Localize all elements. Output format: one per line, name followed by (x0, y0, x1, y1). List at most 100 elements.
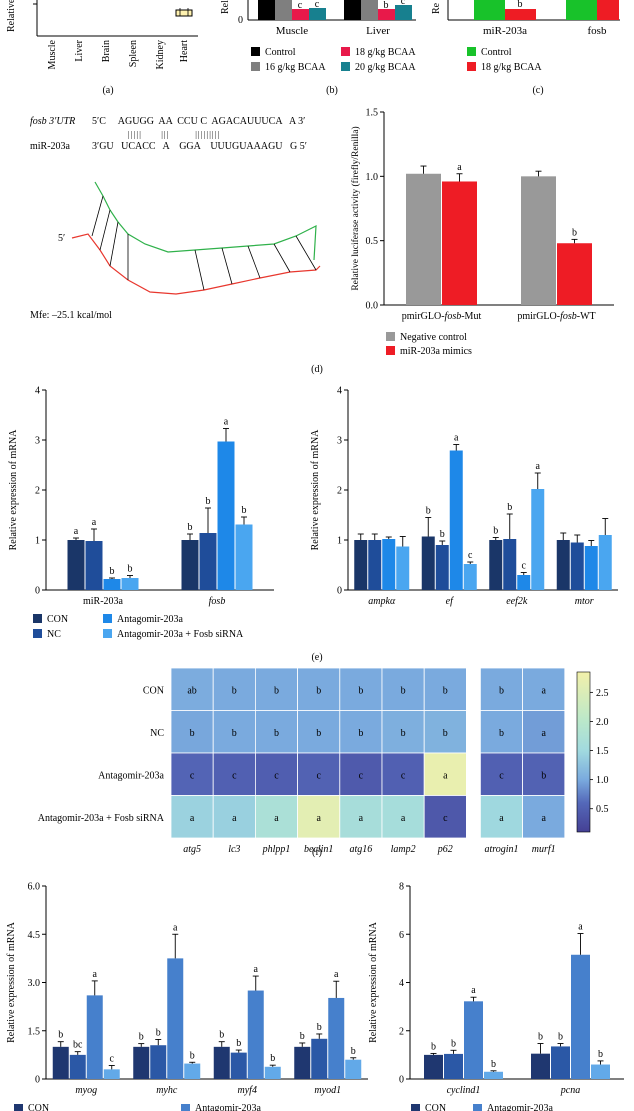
legend-label: 16 g/kg BCAA (265, 62, 326, 73)
y-tick-label: 0 (337, 586, 342, 597)
mir203a-seq: 3′GU UCACC A GGA UUUGUAAAGU G 5′ (92, 141, 307, 152)
y-axis-label: Relative expression of mRNA (368, 921, 379, 1043)
colorbar (576, 671, 591, 833)
bar (103, 1069, 120, 1079)
sig-letter: a (74, 526, 79, 537)
heatmap-cell-letter: b (316, 685, 321, 696)
legend-swatch (33, 629, 42, 638)
fosb-utr-label: fosb 3′UTR (30, 116, 75, 127)
y-tick-label: 4 (35, 386, 40, 397)
bar (258, 0, 275, 20)
legend-label: CON (47, 614, 68, 625)
bar (566, 0, 597, 20)
sig-letter: a (173, 922, 178, 933)
y-tick-label: 4 (399, 978, 404, 989)
bar (395, 5, 412, 20)
heatmap-cell-letter: b (401, 728, 406, 739)
y-axis-label: Relative luciferase activity (firefly/Re… (350, 126, 361, 290)
y-tick-label: 1.5 (28, 1026, 41, 1037)
bar (396, 546, 410, 590)
bar (474, 0, 505, 20)
sig-letter: b (300, 1031, 305, 1042)
heatmap-col-label: p62 (437, 844, 453, 855)
heatmap-cell-letter: b (358, 728, 363, 739)
heatmap-row-label: CON (143, 685, 164, 696)
bar (517, 575, 531, 590)
rna-strand-green (94, 181, 317, 261)
sig-letter: b (598, 1049, 603, 1060)
bar (368, 540, 382, 590)
heatmap-cell-letter: c (401, 770, 406, 781)
heatmap-cell (479, 710, 523, 754)
heatmap-cell-letter: c (190, 770, 195, 781)
y-tick-label: 4 (337, 386, 342, 397)
heatmap-cell-letter: b (190, 728, 195, 739)
colorbar-tick-label: 1.0 (596, 775, 609, 786)
x-tick-label: mtor (575, 596, 594, 607)
sig-letter: b (128, 564, 133, 575)
sig-letter: b (270, 1053, 275, 1064)
bar (598, 535, 612, 590)
colorbar-tick-label: 0.5 (596, 804, 609, 815)
x-tick-label: ef (446, 596, 454, 607)
panel-a-cat-liver: Liver (74, 39, 85, 61)
legend-label: CON (28, 1103, 49, 1111)
sig-letter: c (468, 550, 473, 561)
y-tick-label: 3 (35, 436, 40, 447)
x-tick-label: pmirGLO-fosb-Mut (402, 311, 482, 322)
heatmap-cell-letter: a (443, 770, 448, 781)
legend-swatch (411, 1104, 420, 1111)
sig-letter: a (578, 922, 583, 933)
bar (584, 546, 598, 590)
heatmap-cell (522, 710, 566, 754)
panel-b-cat: Muscle (276, 25, 309, 37)
bar (444, 1053, 463, 1079)
y-tick-label: 0.0 (366, 301, 379, 312)
bar (150, 1045, 167, 1079)
bar (294, 1046, 311, 1079)
legend-label: Negative control (400, 332, 467, 343)
y-tick-label: 1 (337, 536, 342, 547)
heatmap-cell (212, 752, 256, 796)
heatmap-cell-letter: c (232, 770, 237, 781)
base-pair (109, 221, 119, 267)
heatmap-cell-letter: b (358, 685, 363, 696)
panel-e-label: (e) (311, 652, 322, 663)
legend-swatch (14, 1104, 23, 1111)
sig-letter: b (242, 505, 247, 516)
rna-structure (71, 181, 321, 295)
bar (213, 1046, 230, 1079)
sig-letter: b (558, 1032, 563, 1043)
panel-e-right-chart: Relative expression of mRNA 0 1 2 3 4 ampkα b b a… (310, 386, 618, 607)
sig-letter: b (317, 1022, 322, 1033)
sig-letter: b (206, 496, 211, 507)
bar (484, 1071, 503, 1079)
sig-letter: c (298, 0, 303, 11)
bar (230, 1052, 247, 1079)
legend-label: Control (265, 47, 296, 58)
legend-label: 20 g/kg BCAA (355, 62, 416, 73)
panel-a-heart-box (175, 9, 193, 17)
legend-label: NC (47, 629, 61, 640)
sig-letter: c (401, 0, 406, 7)
bar (103, 579, 121, 590)
legend-swatch (467, 62, 476, 71)
bar (361, 0, 378, 20)
panel-c-cat: fosb (588, 25, 607, 37)
heatmap-cell-letter: a (401, 813, 406, 824)
sig-letter: a (471, 985, 476, 996)
heatmap-cell-letter: a (541, 813, 546, 824)
legend-swatch (386, 346, 395, 355)
y-tick-label: 8 (399, 882, 404, 893)
legend-label: miR-203a mimics (400, 346, 472, 357)
y-tick-label: 2 (399, 1026, 404, 1037)
heatmap-cell-letter: b (499, 728, 504, 739)
bar (67, 540, 85, 590)
x-tick-label: pmirGLO-fosb-WT (517, 311, 595, 322)
heatmap-cell-letter: b (499, 685, 504, 696)
bar (69, 1054, 86, 1079)
sig-letter: a (334, 969, 339, 980)
sig-letter: b (219, 1030, 224, 1041)
x-tick-label: myhc (156, 1085, 178, 1096)
